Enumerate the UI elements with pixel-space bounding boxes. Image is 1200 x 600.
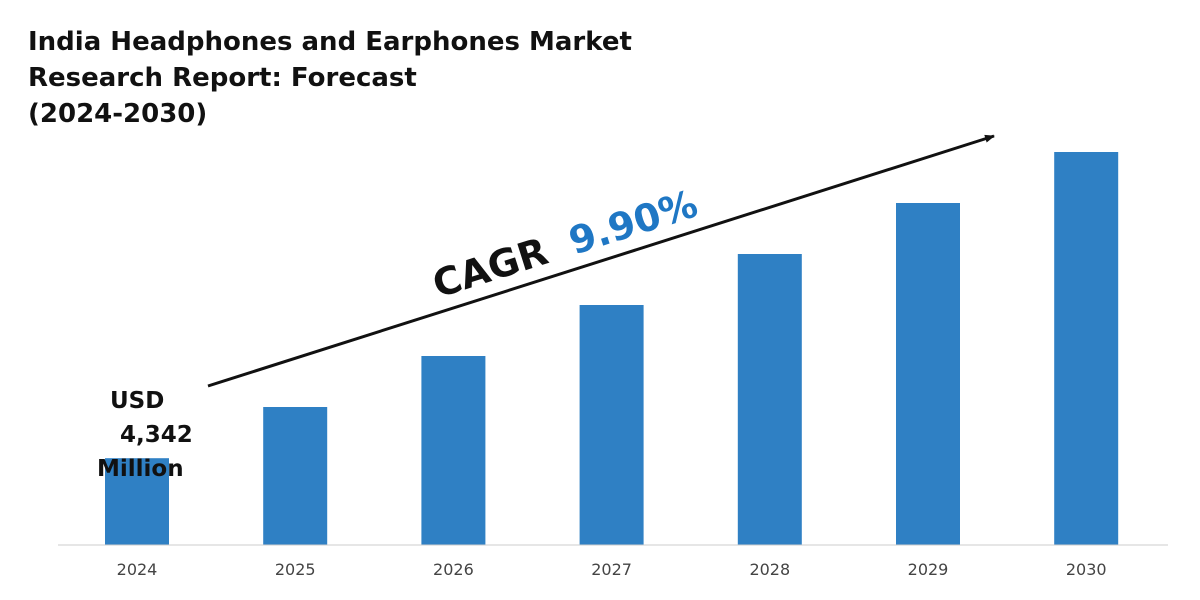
x-tick-label-2030: 2030 [1066,560,1107,579]
bar-2024 [105,458,169,545]
bar-2026 [421,356,486,545]
bars-group [105,152,1119,545]
start-value-line-2: 4,342 [120,422,193,448]
x-tick-label-2027: 2027 [591,560,632,579]
chart-title-line-2: Research Report: Forecast [28,63,417,93]
chart-title: India Headphones and Earphones Market Re… [28,24,668,132]
bar-2027 [579,305,644,545]
start-value-line-1: USD [110,388,164,414]
bar-2025 [263,407,328,545]
x-tick-label-2028: 2028 [749,560,790,579]
x-tick-label-2024: 2024 [117,560,158,579]
bar-2028 [737,254,802,545]
bar-2030 [1054,152,1119,545]
x-tick-label-2029: 2029 [908,560,949,579]
x-tick-label-2026: 2026 [433,560,474,579]
x-tick-label-2025: 2025 [275,560,316,579]
cagr-annotation: CAGR 9.90% [427,182,702,307]
chart-title-line-3: (2024-2030) [28,99,208,129]
x-axis-ticks: 2024 2025 2026 2027 2028 2029 2030 [117,560,1107,579]
bar-2029 [896,203,960,545]
cagr-trend-arrow [207,134,995,388]
start-value-line-3: Million [97,456,184,482]
start-value-label: USD 4,342 Million [97,388,193,482]
chart-title-line-1: India Headphones and Earphones Market [28,27,632,57]
